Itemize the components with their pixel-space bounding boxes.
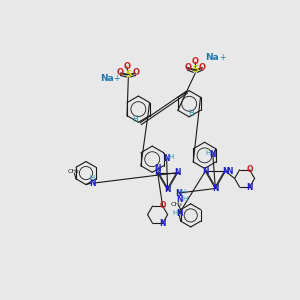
Text: N: N [210, 150, 216, 159]
Text: N: N [154, 168, 161, 177]
Text: +: + [219, 53, 226, 62]
Text: CH₃: CH₃ [171, 202, 183, 207]
Text: N: N [177, 195, 183, 204]
Text: H: H [206, 150, 211, 156]
Text: N: N [222, 167, 229, 176]
Text: ⁻: ⁻ [123, 67, 127, 73]
Text: O: O [123, 62, 130, 71]
Text: H: H [169, 154, 174, 160]
Text: CH₃: CH₃ [68, 169, 80, 174]
Text: N: N [164, 154, 170, 163]
Text: +: + [114, 74, 120, 83]
Text: N: N [202, 167, 208, 176]
Text: O: O [159, 202, 166, 211]
Text: S: S [192, 65, 199, 74]
Text: N: N [159, 219, 166, 228]
Text: H: H [189, 109, 194, 118]
Text: N: N [246, 183, 253, 192]
Text: H: H [89, 176, 95, 182]
Text: N: N [226, 167, 232, 176]
Text: O: O [246, 165, 253, 174]
Text: O: O [116, 68, 123, 77]
Text: Na: Na [206, 53, 219, 62]
Text: ⁻: ⁻ [192, 61, 195, 68]
Text: H: H [180, 188, 186, 194]
Text: O: O [192, 57, 199, 66]
Text: H: H [132, 116, 138, 124]
Text: N: N [212, 184, 219, 193]
Text: H: H [172, 211, 177, 217]
Text: S: S [125, 70, 132, 79]
Text: N: N [174, 168, 181, 177]
Text: O: O [184, 63, 191, 72]
Text: Na: Na [100, 74, 114, 83]
Text: O: O [199, 63, 206, 72]
Text: N: N [90, 178, 96, 188]
Text: O: O [133, 68, 140, 77]
Text: N: N [176, 209, 182, 218]
Text: H: H [182, 196, 187, 202]
Text: N: N [175, 189, 182, 198]
Text: N: N [164, 185, 171, 194]
Text: N: N [154, 164, 161, 173]
